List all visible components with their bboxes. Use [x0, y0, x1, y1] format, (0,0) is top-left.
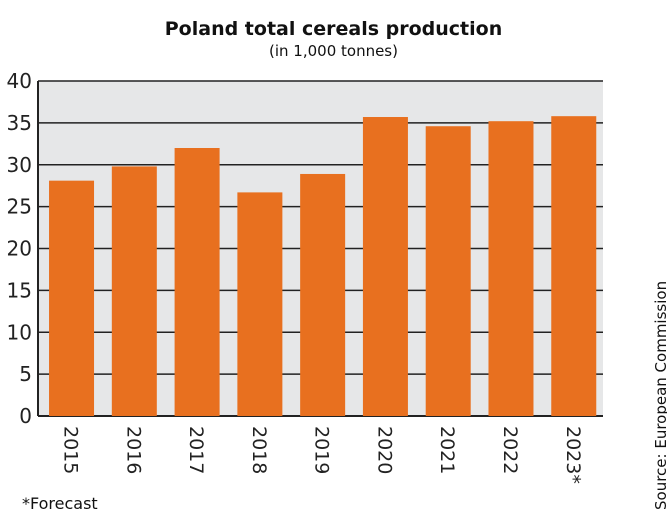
y-tick-label: 0: [19, 404, 32, 428]
bar-2020: [362, 117, 408, 416]
x-tick-label: 2016: [122, 426, 144, 474]
y-tick-label: 30: [7, 153, 32, 177]
x-tick-label: 2020: [373, 426, 395, 474]
y-tick-label: 35: [7, 111, 32, 135]
bar-2021: [425, 126, 471, 416]
y-tick-label: 15: [7, 278, 32, 302]
x-tick-label: 2019: [311, 426, 333, 474]
x-tick-label: 2023*: [562, 426, 584, 484]
chart-subtitle: (in 1,000 tonnes): [269, 42, 398, 60]
bar-2018: [237, 192, 283, 416]
y-tick-label: 25: [7, 195, 32, 219]
bar-2022: [488, 121, 534, 416]
bar-2017: [174, 148, 220, 416]
source-note: Source: European Commission: [652, 280, 667, 510]
bar-2016: [111, 166, 157, 416]
x-tick-label: 2017: [185, 426, 207, 474]
y-tick-label: 20: [7, 237, 32, 261]
y-tick-label: 40: [7, 69, 32, 93]
x-tick-label: 2015: [60, 426, 82, 474]
y-tick-label: 5: [19, 362, 32, 386]
chart-title: Poland total cereals production: [164, 18, 503, 40]
y-tick-label: 10: [7, 320, 32, 344]
x-tick-label: 2021: [436, 426, 458, 474]
bar-2019: [300, 173, 346, 416]
footnote: *Forecast: [22, 494, 98, 513]
x-tick-label: 2018: [248, 426, 270, 474]
x-tick-label: 2022: [499, 426, 521, 474]
bar-2015: [49, 180, 95, 416]
bar-2023: [551, 116, 597, 417]
